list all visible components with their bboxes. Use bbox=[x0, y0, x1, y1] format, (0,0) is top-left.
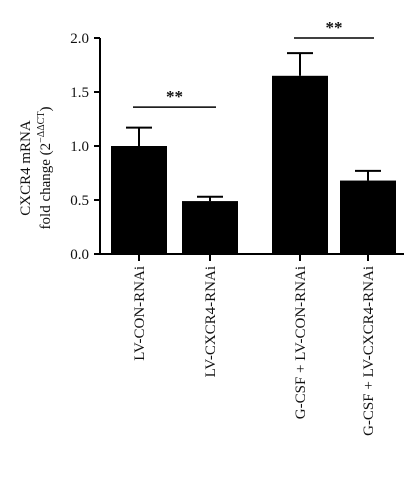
y-axis-label-prefix: fold change (2 bbox=[38, 143, 54, 230]
y-axis-label-line2: fold change (2−ΔΔCT) bbox=[36, 107, 54, 230]
x-tick-label: G-CSF + LV-CON-RNAi bbox=[293, 266, 309, 419]
y-axis-label: CXCR4 mRNA fold change (2−ΔΔCT) bbox=[18, 107, 54, 230]
x-tick-label: LV-CON-RNAi bbox=[132, 266, 148, 361]
y-tick-label: 0.5 bbox=[70, 193, 89, 209]
y-tick-label: 1.0 bbox=[70, 139, 89, 155]
y-tick-label: 1.5 bbox=[70, 85, 89, 101]
x-tick-label: G-CSF + LV-CXCR4-RNAi bbox=[361, 266, 377, 436]
significance-label: ** bbox=[166, 87, 183, 106]
y-tick-label: 2.0 bbox=[70, 31, 89, 47]
bar bbox=[111, 146, 167, 254]
bar bbox=[182, 201, 238, 254]
y-axis-label-line1: CXCR4 mRNA bbox=[18, 120, 34, 216]
y-axis-label-superscript: −ΔΔCT bbox=[36, 112, 47, 143]
significance-label: ** bbox=[326, 18, 343, 37]
plot-area: 0.0 0.5 1.0 1.5 2.0 LV-CON-RNAi LV-CXCR4-RNAi G… bbox=[70, 18, 404, 436]
y-tick-label: 0.0 bbox=[70, 247, 89, 263]
x-tick-label: LV-CXCR4-RNAi bbox=[203, 266, 219, 377]
bar bbox=[340, 180, 396, 254]
y-axis-label-suffix: ) bbox=[38, 107, 54, 112]
bar bbox=[272, 75, 328, 254]
